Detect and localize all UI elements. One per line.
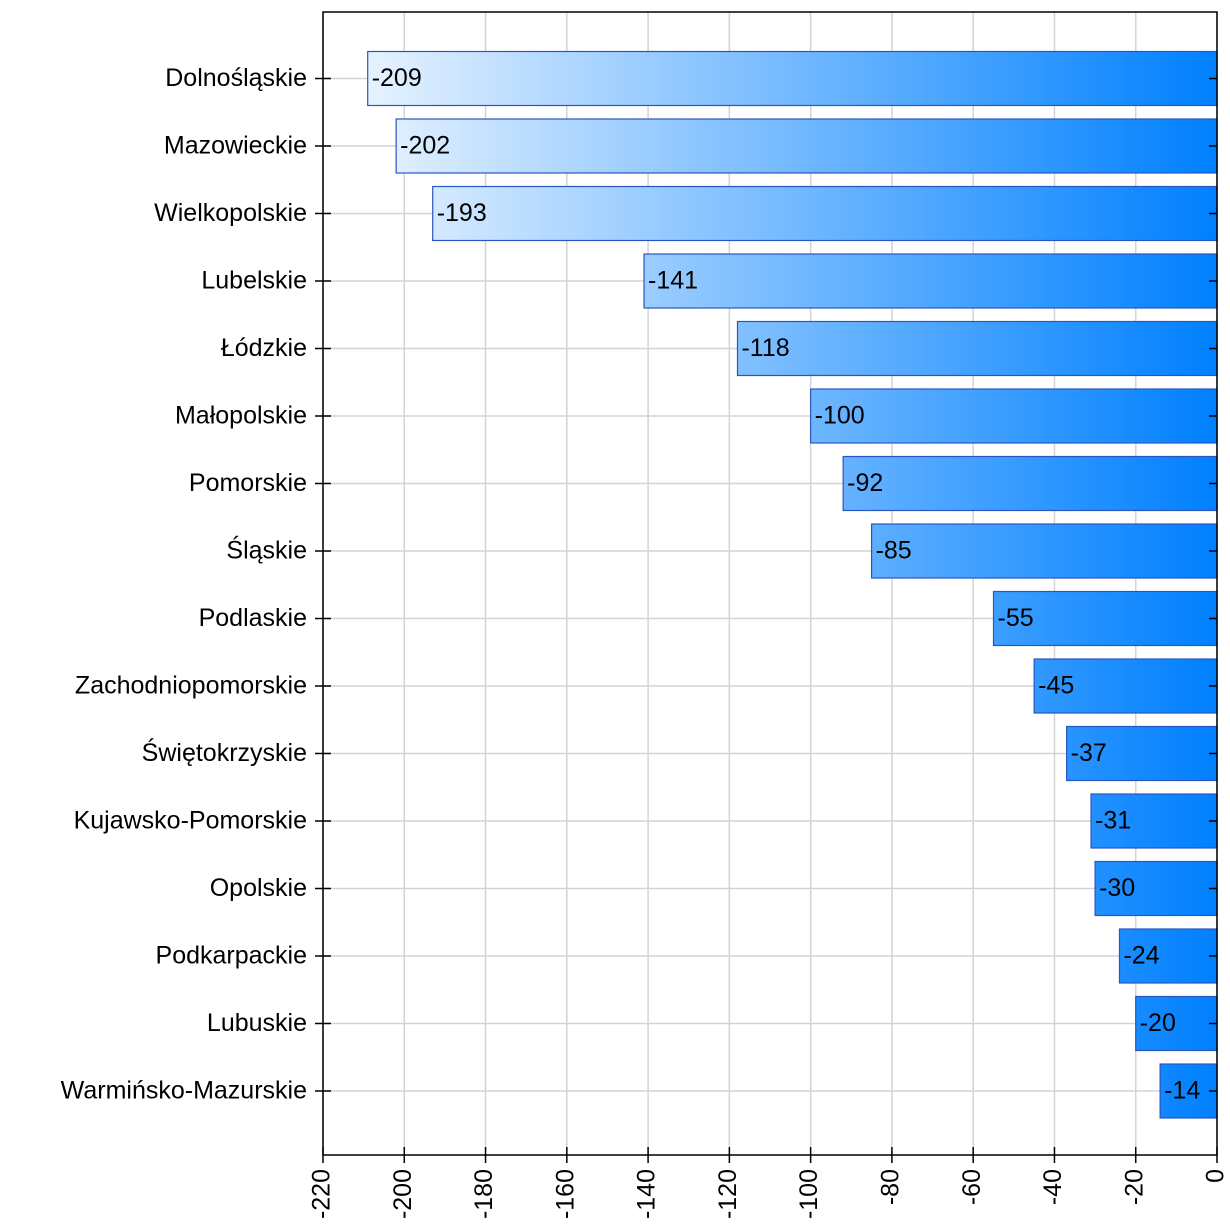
y-tick-label: Świętokrzyskie [142,737,307,767]
value-label: -37 [1071,739,1107,767]
bar [736,320,1218,377]
value-label: -193 [437,199,487,227]
value-label: -14 [1164,1077,1200,1105]
y-tick-label: Małopolskie [175,402,307,430]
y-tick-label: Śląskie [226,535,307,565]
bar [810,388,1218,444]
plot-frame [322,11,1218,1156]
bar [842,455,1218,512]
y-tick-label: Łódzkie [221,334,307,362]
bar [1118,928,1218,984]
bar [1066,725,1218,782]
value-label: -141 [648,267,698,295]
grid [322,12,1218,1155]
y-tick-label: Zachodniopomorskie [75,672,307,700]
x-tick-label: 0 [1202,1169,1230,1183]
y-tick-label: Warmińsko-Mazurskie [61,1077,307,1105]
labels: -220 -200 -180 -160 -140 -120 -100 -80 -60 -40 -20… [61,64,1230,1219]
value-label: -118 [741,334,789,362]
y-tick-label: Lubelskie [201,267,307,295]
value-label: -31 [1095,807,1131,835]
bar [992,590,1218,647]
bar [643,253,1218,309]
x-tick-label: -60 [958,1169,986,1205]
bar [870,523,1218,579]
value-label: -24 [1123,942,1159,970]
value-label: -202 [400,132,450,160]
x-tick-label: -220 [308,1169,336,1219]
x-tick-label: -20 [1120,1169,1148,1205]
x-tick-label: -140 [633,1169,661,1219]
y-tick-label: Podkarpackie [156,942,307,970]
value-label: -92 [847,469,883,497]
bar [432,185,1218,242]
value-label: -100 [815,402,865,430]
x-tick-label: -200 [389,1169,417,1219]
value-label: -85 [876,537,912,565]
y-tick-label: Opolskie [210,874,307,902]
y-tick-label: Mazowieckie [164,132,307,160]
bar [367,50,1218,107]
x-tick-label: -80 [877,1169,905,1205]
bar [395,118,1218,174]
x-tick-label: -120 [714,1169,742,1219]
value-label: -30 [1099,874,1135,902]
bar [1094,860,1218,917]
y-tick-label: Pomorskie [189,469,307,497]
bar [1090,793,1218,849]
value-label: -20 [1140,1009,1176,1037]
value-label: -55 [998,604,1034,632]
y-tick-label: Wielkopolskie [154,199,307,227]
value-label: -45 [1038,672,1074,700]
x-tick-label: -160 [551,1169,579,1219]
y-tick-label: Kujawsko-Pomorskie [74,807,307,835]
x-tick-label: -40 [1039,1169,1067,1205]
y-tick-label: Podlaskie [199,604,307,632]
x-tick-label: -180 [470,1169,498,1219]
bar [1033,658,1218,714]
y-tick-label: Dolnośląskie [165,64,307,92]
value-label: -209 [372,64,422,92]
x-tick-label: -100 [795,1169,823,1219]
bar [1159,1063,1218,1119]
y-tick-label: Lubuskie [207,1009,307,1037]
bars [367,50,1218,1119]
